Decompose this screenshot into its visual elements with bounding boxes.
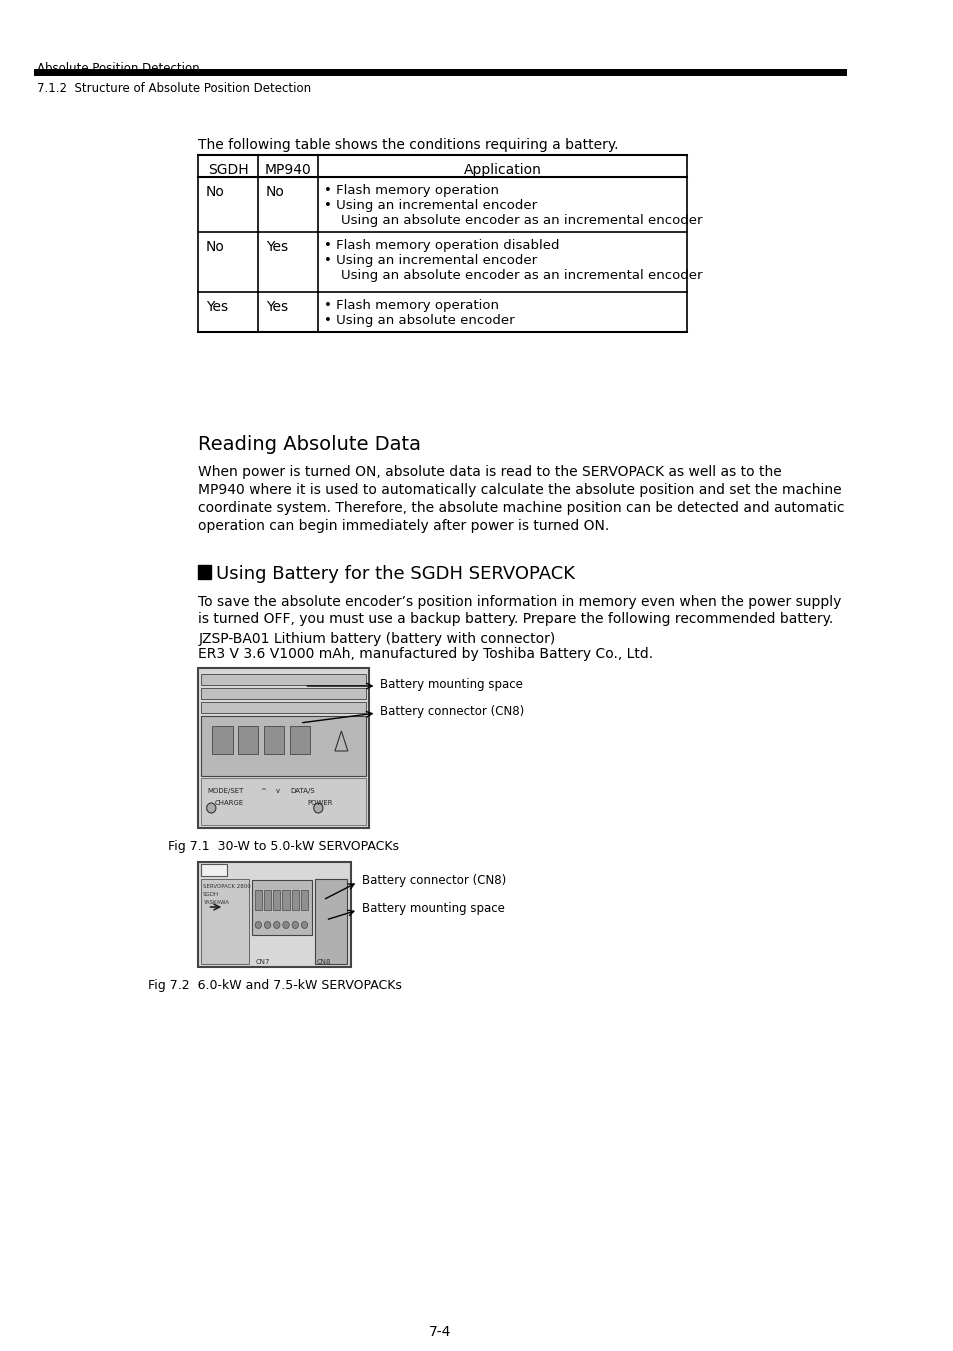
Circle shape: [292, 921, 298, 928]
Circle shape: [314, 802, 323, 813]
Text: • Using an absolute encoder: • Using an absolute encoder: [323, 313, 514, 327]
Text: ^    v: ^ v: [261, 788, 280, 794]
Text: is turned OFF, you must use a backup battery. Prepare the following recommended : is turned OFF, you must use a backup bat…: [198, 612, 833, 626]
Text: Battery connector (CN8): Battery connector (CN8): [379, 705, 524, 717]
Bar: [201, 688, 366, 698]
Text: The following table shows the conditions requiring a battery.: The following table shows the conditions…: [198, 138, 618, 153]
Circle shape: [282, 921, 289, 928]
Bar: [201, 703, 366, 713]
Text: When power is turned ON, absolute data is read to the SERVOPACK as well as to th: When power is turned ON, absolute data i…: [198, 465, 781, 480]
Text: • Using an incremental encoder: • Using an incremental encoder: [323, 254, 537, 267]
Text: coordinate system. Therefore, the absolute machine position can be detected and : coordinate system. Therefore, the absolu…: [198, 501, 844, 515]
Text: Using Battery for the SGDH SERVOPACK: Using Battery for the SGDH SERVOPACK: [215, 565, 575, 584]
Text: JZSP-BA01 Lithium battery (battery with connector): JZSP-BA01 Lithium battery (battery with …: [198, 632, 555, 646]
Bar: [212, 725, 233, 754]
Text: Battery mounting space: Battery mounting space: [379, 678, 522, 690]
Bar: [198, 862, 351, 967]
Text: MP940: MP940: [265, 163, 312, 177]
Bar: [201, 880, 249, 965]
Bar: [264, 725, 284, 754]
Bar: [201, 778, 366, 825]
Bar: [201, 716, 366, 775]
Bar: [314, 880, 347, 965]
Bar: [198, 155, 687, 332]
Bar: [290, 725, 310, 754]
Bar: [254, 890, 262, 911]
Text: Fig 7.2  6.0-kW and 7.5-kW SERVOPACKs: Fig 7.2 6.0-kW and 7.5-kW SERVOPACKs: [148, 979, 401, 992]
Text: Battery mounting space: Battery mounting space: [361, 902, 504, 915]
Text: Absolute Position Detection: Absolute Position Detection: [37, 62, 199, 76]
Text: DATA/S: DATA/S: [291, 788, 314, 794]
Text: SGDH: SGDH: [203, 892, 219, 897]
Text: Reading Absolute Data: Reading Absolute Data: [198, 435, 421, 454]
Bar: [282, 890, 290, 911]
Text: SERVOPACK 2800: SERVOPACK 2800: [203, 884, 251, 889]
Text: • Flash memory operation: • Flash memory operation: [323, 299, 498, 312]
Text: Battery connector (CN8): Battery connector (CN8): [361, 874, 505, 888]
Text: Fig 7.1  30-W to 5.0-kW SERVOPACKs: Fig 7.1 30-W to 5.0-kW SERVOPACKs: [168, 840, 398, 852]
Text: No: No: [206, 240, 224, 254]
Text: MODE/SET: MODE/SET: [208, 788, 244, 794]
Bar: [198, 667, 369, 828]
Circle shape: [254, 921, 261, 928]
Text: • Using an incremental encoder: • Using an incremental encoder: [323, 199, 537, 212]
Bar: [292, 890, 298, 911]
Text: Yes: Yes: [266, 240, 288, 254]
Bar: [201, 865, 227, 875]
Circle shape: [274, 921, 280, 928]
Bar: [238, 725, 258, 754]
Text: Application: Application: [463, 163, 541, 177]
Text: SGDH: SGDH: [208, 163, 249, 177]
Text: CN7: CN7: [255, 959, 270, 965]
Text: 7.1.2  Structure of Absolute Position Detection: 7.1.2 Structure of Absolute Position Det…: [37, 82, 311, 95]
Text: POWER: POWER: [307, 800, 333, 807]
Text: Using an absolute encoder as an incremental encoder: Using an absolute encoder as an incremen…: [323, 269, 701, 282]
Text: No: No: [206, 185, 224, 199]
Text: ER3 V 3.6 V1000 mAh, manufactured by Toshiba Battery Co., Ltd.: ER3 V 3.6 V1000 mAh, manufactured by Tos…: [198, 647, 653, 661]
Text: • Flash memory operation disabled: • Flash memory operation disabled: [323, 239, 558, 253]
Text: • Flash memory operation: • Flash memory operation: [323, 184, 498, 197]
Text: YASKAWA: YASKAWA: [203, 900, 229, 905]
Text: Yes: Yes: [266, 300, 288, 313]
Bar: [273, 890, 280, 911]
Circle shape: [207, 802, 215, 813]
Bar: [264, 890, 271, 911]
Text: To save the absolute encoder’s position information in memory even when the powe: To save the absolute encoder’s position …: [198, 594, 841, 609]
Circle shape: [301, 921, 308, 928]
Bar: [252, 880, 312, 935]
Text: MP940 where it is used to automatically calculate the absolute position and set : MP940 where it is used to automatically …: [198, 484, 841, 497]
Text: Using an absolute encoder as an incremental encoder: Using an absolute encoder as an incremen…: [323, 213, 701, 227]
Text: CN8: CN8: [316, 959, 331, 965]
Text: CHARGE: CHARGE: [214, 800, 244, 807]
Bar: [198, 565, 211, 580]
Bar: [300, 890, 308, 911]
Text: Yes: Yes: [206, 300, 228, 313]
Text: 7-4: 7-4: [429, 1325, 451, 1339]
Text: No: No: [266, 185, 284, 199]
Circle shape: [264, 921, 271, 928]
Text: operation can begin immediately after power is turned ON.: operation can begin immediately after po…: [198, 519, 609, 534]
Bar: [201, 674, 366, 685]
